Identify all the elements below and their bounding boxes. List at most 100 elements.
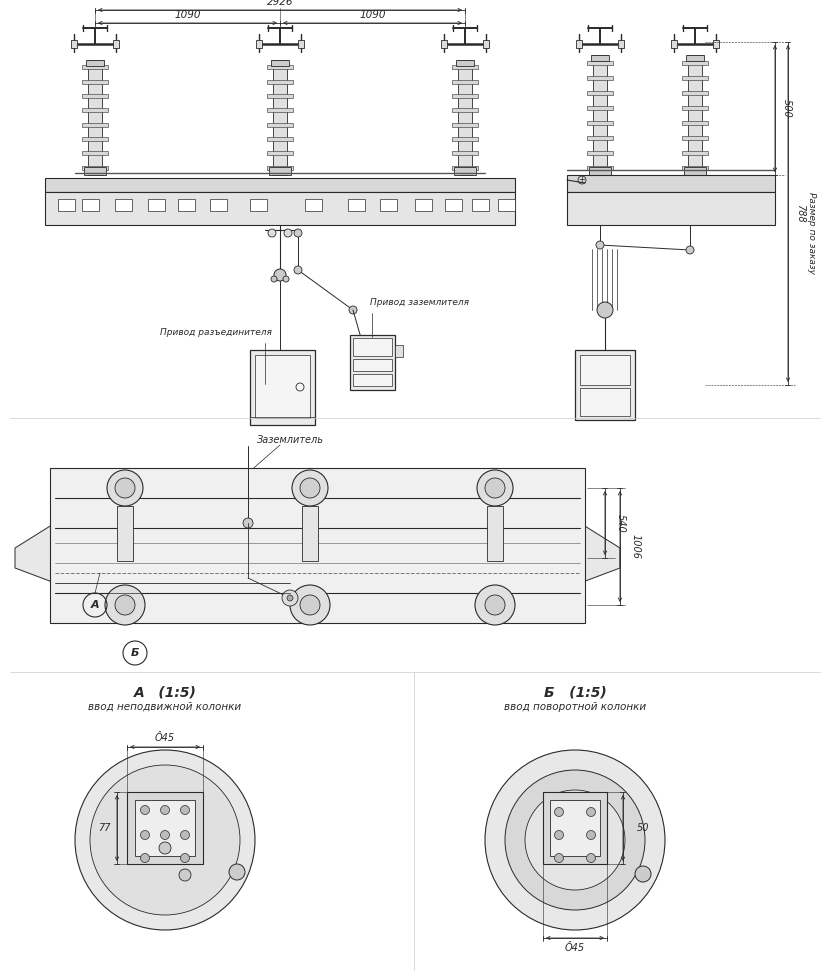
Bar — [712, 40, 718, 48]
Bar — [273, 60, 287, 175]
Bar — [255, 355, 309, 418]
Bar — [579, 355, 629, 385]
Bar — [82, 80, 108, 84]
Bar — [586, 135, 612, 139]
Bar — [482, 40, 489, 48]
Bar — [178, 199, 195, 211]
Bar — [452, 108, 477, 112]
Bar — [148, 199, 165, 211]
Bar — [82, 108, 108, 112]
Bar — [681, 166, 707, 169]
Bar — [266, 80, 293, 84]
Bar — [471, 199, 489, 211]
Text: Ô45: Ô45 — [564, 943, 585, 953]
Text: Б: Б — [131, 648, 139, 658]
Bar — [82, 65, 108, 69]
Circle shape — [299, 595, 319, 615]
Bar — [352, 338, 391, 356]
Bar — [86, 60, 104, 66]
Text: 1090: 1090 — [359, 10, 385, 20]
Bar — [574, 350, 634, 420]
Bar — [452, 65, 477, 69]
Circle shape — [160, 831, 170, 840]
Circle shape — [268, 229, 275, 237]
Bar — [266, 65, 293, 69]
Circle shape — [554, 853, 563, 863]
Bar — [266, 166, 293, 169]
Text: Привод разъединителя: Привод разъединителя — [160, 328, 271, 384]
Bar — [586, 76, 612, 80]
Bar — [681, 91, 707, 94]
Polygon shape — [606, 835, 649, 878]
Text: ввод неподвижной колонки: ввод неподвижной колонки — [88, 702, 241, 712]
Text: Ô45: Ô45 — [155, 733, 174, 743]
Circle shape — [504, 770, 644, 910]
Text: 2926: 2926 — [266, 0, 293, 7]
Bar — [304, 199, 322, 211]
Bar — [82, 151, 108, 156]
Circle shape — [229, 864, 245, 880]
Bar — [588, 167, 610, 175]
Circle shape — [160, 805, 170, 814]
Bar — [270, 60, 289, 66]
Circle shape — [476, 470, 513, 506]
Circle shape — [107, 470, 143, 506]
Bar — [58, 199, 75, 211]
Circle shape — [485, 478, 504, 498]
Circle shape — [554, 831, 563, 840]
Bar — [298, 40, 304, 48]
Text: Заземлитель: Заземлитель — [256, 435, 323, 445]
Circle shape — [282, 590, 298, 606]
Circle shape — [634, 866, 650, 882]
Circle shape — [348, 306, 356, 314]
Text: 788: 788 — [794, 205, 804, 223]
Bar — [82, 94, 108, 98]
Bar — [576, 40, 581, 48]
Text: ввод поворотной колонки: ввод поворотной колонки — [504, 702, 645, 712]
Text: 1006: 1006 — [630, 534, 640, 559]
Bar — [687, 55, 701, 175]
Circle shape — [242, 518, 253, 528]
Polygon shape — [203, 835, 245, 875]
Bar — [441, 40, 447, 48]
Bar — [394, 345, 403, 357]
Bar — [586, 105, 612, 109]
Circle shape — [485, 595, 504, 615]
Bar — [112, 40, 119, 48]
Circle shape — [292, 470, 327, 506]
Circle shape — [180, 853, 189, 863]
Circle shape — [75, 750, 255, 930]
Circle shape — [294, 229, 302, 237]
Text: А: А — [91, 600, 99, 610]
Text: 1090: 1090 — [174, 10, 200, 20]
Bar — [82, 199, 99, 211]
Bar — [453, 167, 476, 175]
Bar — [549, 800, 600, 856]
Circle shape — [115, 478, 135, 498]
Bar — [681, 151, 707, 155]
Bar — [266, 137, 293, 141]
Bar — [681, 105, 707, 109]
Bar — [452, 151, 477, 156]
Bar — [452, 80, 477, 84]
Circle shape — [596, 302, 612, 318]
Bar — [617, 40, 624, 48]
Bar — [456, 60, 473, 66]
Circle shape — [284, 229, 292, 237]
Bar — [566, 175, 774, 192]
Bar — [590, 55, 609, 61]
Circle shape — [180, 831, 189, 840]
Circle shape — [179, 869, 191, 881]
Circle shape — [586, 807, 595, 816]
Bar — [452, 123, 477, 127]
Circle shape — [686, 246, 693, 254]
Circle shape — [524, 790, 624, 890]
Bar — [681, 135, 707, 139]
Bar — [586, 60, 612, 64]
Bar — [350, 335, 394, 390]
Bar — [117, 506, 133, 561]
Bar — [452, 137, 477, 141]
Bar — [543, 792, 606, 864]
Bar — [681, 121, 707, 125]
Bar — [266, 108, 293, 112]
